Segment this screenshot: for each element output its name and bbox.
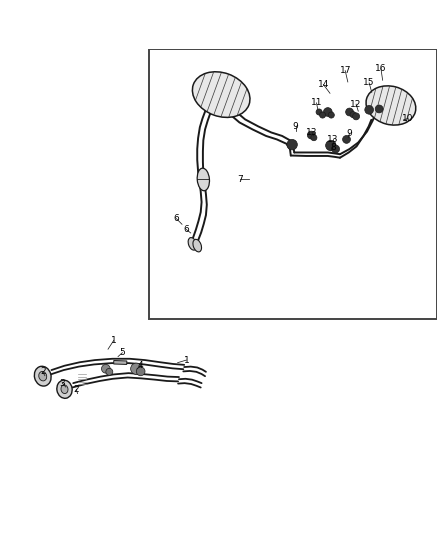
Circle shape [365,106,374,114]
Ellipse shape [197,168,209,191]
Text: 1: 1 [111,336,117,345]
Text: 10: 10 [402,114,413,123]
Circle shape [325,140,336,151]
Ellipse shape [39,372,47,381]
Circle shape [320,112,325,118]
Circle shape [106,368,113,375]
Circle shape [307,131,315,139]
Circle shape [287,140,297,150]
Ellipse shape [188,238,197,250]
Text: 6: 6 [184,225,189,234]
Circle shape [346,108,353,116]
Text: 14: 14 [318,80,329,89]
Circle shape [343,135,350,143]
Text: 2: 2 [74,385,79,394]
Bar [149,49,437,319]
Ellipse shape [366,86,416,125]
Text: 8: 8 [330,143,336,152]
Circle shape [353,113,360,120]
Text: 13: 13 [307,128,318,137]
Circle shape [323,108,332,116]
Ellipse shape [192,72,250,117]
Text: 7: 7 [237,175,243,184]
Text: 3: 3 [60,378,65,387]
Circle shape [350,111,356,118]
Ellipse shape [34,366,51,386]
Text: 11: 11 [311,99,322,107]
Ellipse shape [57,380,72,398]
Text: 13: 13 [327,135,339,144]
Circle shape [316,109,322,115]
Circle shape [131,363,142,375]
Circle shape [136,367,145,376]
Text: 15: 15 [364,78,375,87]
Text: 6: 6 [173,214,179,223]
Text: 9: 9 [347,129,353,138]
Circle shape [332,145,339,153]
Ellipse shape [193,239,201,252]
Text: 2: 2 [40,367,46,376]
Bar [114,360,127,365]
Circle shape [328,112,334,118]
Circle shape [375,105,383,113]
Text: 9: 9 [293,122,298,131]
Text: 4: 4 [138,361,144,370]
Circle shape [311,135,317,141]
Text: 12: 12 [350,100,362,109]
Text: 17: 17 [339,66,351,75]
Circle shape [102,365,110,373]
Text: 5: 5 [120,348,125,357]
Ellipse shape [61,385,68,393]
Text: 16: 16 [375,64,387,73]
Text: 1: 1 [184,356,189,365]
